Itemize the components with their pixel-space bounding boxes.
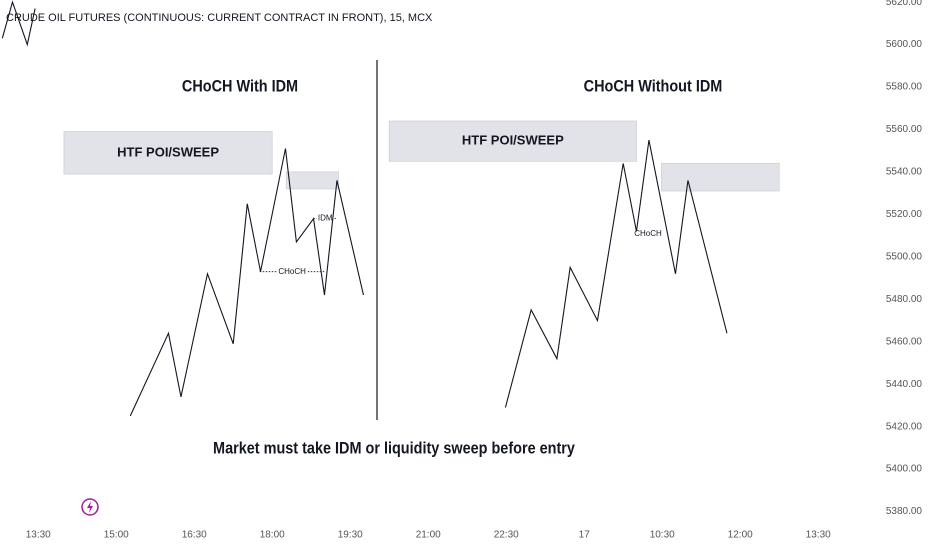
logo[interactable] bbox=[81, 498, 99, 516]
x-tick-label: 12:00 bbox=[728, 530, 753, 541]
logo-bolt[interactable] bbox=[87, 501, 93, 513]
y-tick-label: 5560.00 bbox=[886, 124, 923, 135]
x-tick-label: 17 bbox=[579, 530, 591, 541]
y-tick-label: 5600.00 bbox=[886, 39, 923, 50]
zone-label: HTF POI/SWEEP bbox=[462, 133, 564, 148]
logo-circle[interactable] bbox=[81, 498, 99, 516]
x-tick-label: 13:30 bbox=[806, 530, 831, 541]
zone bbox=[661, 163, 780, 192]
level-label-bg bbox=[277, 266, 308, 276]
x-tick-label: 22:30 bbox=[494, 530, 519, 541]
zone bbox=[388, 120, 637, 162]
zone bbox=[285, 171, 339, 190]
annotation: CHoCH Without IDM bbox=[584, 77, 723, 95]
y-tick-label: 5460.00 bbox=[886, 336, 923, 347]
zone-label: HTF POI/SWEEP bbox=[117, 144, 219, 159]
x-tick-label: 21:00 bbox=[416, 530, 441, 541]
y-tick-label: 5520.00 bbox=[886, 209, 923, 220]
level-label: IDM bbox=[318, 214, 333, 223]
price-line bbox=[1, 0, 36, 47]
annotation: CHoCH bbox=[634, 229, 662, 238]
y-tick-label: 5500.00 bbox=[886, 251, 923, 262]
y-tick-label: 5580.00 bbox=[886, 82, 923, 93]
y-tick-label: 5420.00 bbox=[886, 421, 923, 432]
y-tick-label: 5380.00 bbox=[886, 506, 923, 517]
annotation: CHoCH With IDM bbox=[182, 77, 298, 95]
zone bbox=[63, 131, 273, 175]
x-tick-label: 15:00 bbox=[104, 530, 129, 541]
price-line bbox=[129, 148, 365, 417]
chart-title: CRUDE OIL FUTURES (CONTINUOUS: CURRENT C… bbox=[6, 12, 433, 24]
level-label-bg bbox=[316, 213, 334, 223]
x-tick-label: 10:30 bbox=[650, 530, 675, 541]
y-tick-label: 5480.00 bbox=[886, 294, 923, 305]
x-tick-label: 18:00 bbox=[260, 530, 285, 541]
y-tick-label: 5440.00 bbox=[886, 379, 923, 390]
price-line bbox=[504, 139, 728, 408]
x-tick-label: 16:30 bbox=[182, 530, 207, 541]
level-label: CHoCH bbox=[278, 267, 306, 276]
y-tick-label: 5400.00 bbox=[886, 464, 923, 475]
x-tick-label: 13:30 bbox=[26, 530, 51, 541]
y-tick-label: 5620.00 bbox=[886, 0, 923, 8]
y-tick-label: 5540.00 bbox=[886, 167, 923, 178]
annotation: Market must take IDM or liquidity sweep … bbox=[213, 439, 575, 457]
x-tick-label: 19:30 bbox=[338, 530, 363, 541]
